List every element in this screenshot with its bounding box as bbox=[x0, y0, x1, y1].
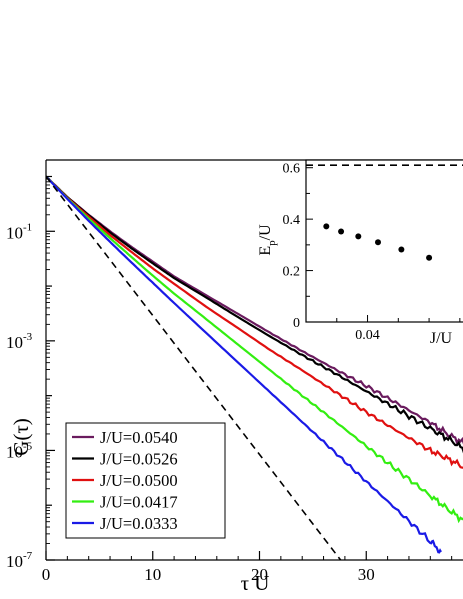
legend-label-1: J/U=0.0540 bbox=[100, 428, 178, 447]
inset-data-point bbox=[338, 228, 345, 235]
inset-data-point bbox=[355, 233, 362, 240]
main-series-group bbox=[46, 175, 463, 560]
inset-frame bbox=[305, 159, 463, 323]
y-tick-label: 10-7 bbox=[6, 550, 33, 571]
inset-y-label-tail: /U bbox=[257, 224, 274, 240]
inset-plot: 0 0.2 0.4 0.6 0.04 J/U Ep/U bbox=[257, 159, 463, 347]
inset-x-axis-label: J/U bbox=[430, 330, 453, 347]
main-x-axis-label: τ U bbox=[241, 571, 270, 595]
series-line-4 bbox=[46, 175, 463, 524]
x-tick-label: 10 bbox=[144, 565, 161, 584]
inset-y-tick-label: 0.4 bbox=[283, 213, 301, 228]
inset-y-label-main: E bbox=[257, 246, 274, 256]
y-tick-label: 10-3 bbox=[6, 331, 33, 352]
main-ticks: 01020304010-110-310-510-7 bbox=[6, 175, 453, 584]
inset-data-point bbox=[323, 223, 330, 230]
inset-ticks: 0 0.2 0.4 0.6 0.04 bbox=[283, 162, 461, 343]
series-line-5 bbox=[46, 175, 442, 554]
y-tick-label: 10-5 bbox=[6, 440, 33, 461]
inset-y-tick-label: 0.6 bbox=[283, 162, 301, 177]
legend-label-3: J/U=0.0500 bbox=[100, 471, 178, 490]
main-y-axis-label: G(τ) bbox=[9, 418, 33, 456]
x-tick-label: 20 bbox=[251, 565, 268, 584]
x-tick-label: 0 bbox=[42, 565, 51, 584]
reference-dashed-line bbox=[46, 176, 342, 560]
inset-data-point bbox=[375, 239, 381, 246]
y-tick-label: 10-1 bbox=[6, 221, 32, 242]
x-tick-label: 30 bbox=[358, 565, 375, 584]
inset-y-tick-label: 0 bbox=[293, 316, 300, 331]
series-line-3 bbox=[46, 175, 463, 469]
inset-x-tick-label: 0.04 bbox=[355, 328, 380, 343]
inset-y-tick-label: 0.2 bbox=[283, 265, 301, 280]
legend-label-5: J/U=0.0333 bbox=[100, 514, 178, 533]
inset-data-point bbox=[398, 246, 405, 253]
inset-data-point bbox=[426, 254, 433, 261]
main-plot: 01020304010-110-310-510-7 τ U G(τ) bbox=[6, 159, 463, 595]
inset-content bbox=[306, 164, 463, 261]
inset-y-label-sub: p bbox=[266, 240, 278, 246]
inset-y-axis-label: Ep/U bbox=[257, 224, 278, 256]
legend-label-4: J/U=0.0417 bbox=[100, 493, 178, 512]
legend: J/U=0.0540 J/U=0.0526 J/U=0.0500 J/U=0.0417… bbox=[65, 422, 226, 539]
series-line-2 bbox=[46, 175, 463, 454]
legend-label-2: J/U=0.0526 bbox=[100, 450, 178, 469]
